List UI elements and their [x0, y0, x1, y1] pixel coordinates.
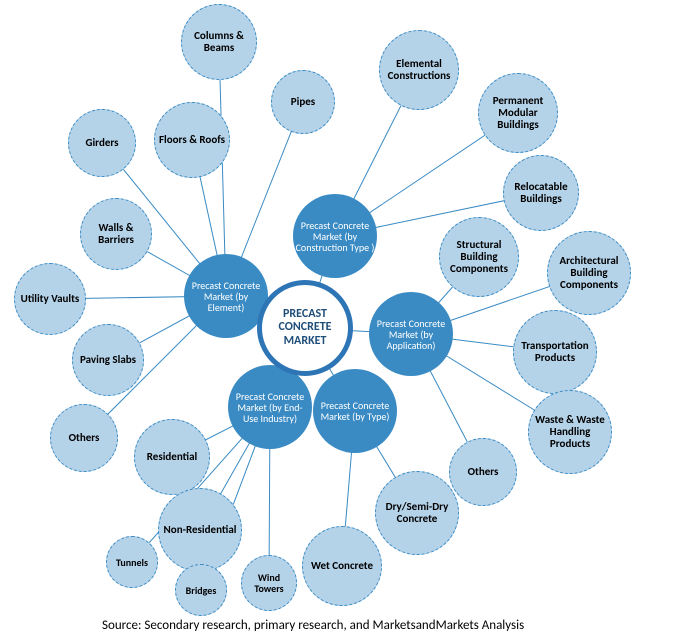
node-label: Precast Concrete Market (by Element) [184, 278, 268, 315]
node-l_walls: Walls & Barriers [80, 198, 152, 270]
node-label: Precast Concrete Market (by Construction… [293, 218, 377, 255]
node-h_enduse: Precast Concrete Market (by End-Use Indu… [228, 365, 312, 449]
node-label: Precast Concrete Market (by End-Use Indu… [228, 389, 312, 426]
node-label: Architectural Building Components [548, 253, 630, 293]
diagram-canvas: Source: Secondary research, primary rese… [0, 0, 681, 641]
node-h_element: Precast Concrete Market (by Element) [184, 254, 268, 338]
node-l_arch: Architectural Building Components [547, 231, 631, 315]
node-l_floors: Floors & Roofs [154, 102, 230, 178]
node-label: Permanent Modular Buildings [479, 93, 557, 133]
node-label: Wind Towers [242, 570, 296, 596]
node-label: Utility Vaults [19, 291, 82, 307]
node-l_wind: Wind Towers [241, 555, 297, 611]
node-label: Precast Concrete Market (by Type) [313, 398, 397, 424]
node-label: Pipes [289, 94, 317, 110]
node-l_others_a: Others [449, 438, 517, 506]
node-l_tunnels: Tunnels [106, 536, 158, 588]
node-l_girders: Girders [68, 109, 136, 177]
node-l_nonres: Non-Residential [158, 488, 242, 572]
node-label: Dry/Semi-Dry Concrete [376, 499, 458, 527]
node-l_transport: Transportation Products [513, 310, 597, 394]
node-label: Floors & Roofs [157, 132, 227, 148]
node-l_dry: Dry/Semi-Dry Concrete [375, 471, 459, 555]
node-l_waste: Waste & Waste Handling Products [528, 390, 612, 474]
node-l_elemental: Elemental Constructions [379, 30, 459, 110]
node-label: Others [466, 464, 501, 480]
node-label: Columns & Beams [182, 28, 256, 56]
node-l_bridges: Bridges [175, 564, 227, 616]
node-l_pipes: Pipes [271, 70, 335, 134]
node-l_struct: Structural Building Components [439, 217, 519, 297]
node-l_wet: Wet Concrete [302, 526, 382, 606]
node-label: Wet Concrete [309, 558, 375, 574]
node-label: Tunnels [114, 555, 150, 570]
node-label: Waste & Waste Handling Products [529, 412, 611, 452]
node-label: Transportation Products [514, 338, 596, 366]
node-h_construct: Precast Concrete Market (by Construction… [293, 194, 377, 278]
node-label: Elemental Constructions [380, 56, 458, 84]
node-l_columns: Columns & Beams [181, 4, 257, 80]
node-l_others_e: Others [50, 404, 118, 472]
node-label: Non-Residential [162, 522, 239, 538]
node-label: Paving Slabs [78, 352, 138, 368]
node-l_paving: Paving Slabs [72, 324, 144, 396]
source-caption: Source: Secondary research, primary rese… [102, 618, 524, 633]
node-center: PRECAST CONCRETE MARKET [257, 280, 353, 376]
node-l_res: Residential [134, 419, 210, 495]
node-label: PRECAST CONCRETE MARKET [262, 306, 348, 350]
node-h_app: Precast Concrete Market (by Application) [369, 292, 453, 376]
node-label: Structural Building Components [440, 237, 518, 277]
node-label: Walls & Barriers [81, 220, 151, 248]
node-label: Residential [145, 449, 199, 465]
node-label: Relocatable Buildings [504, 179, 578, 207]
node-l_permanent: Permanent Modular Buildings [478, 73, 558, 153]
node-l_utility: Utility Vaults [14, 263, 86, 335]
node-label: Precast Concrete Market (by Application) [369, 316, 453, 353]
node-l_reloc: Relocatable Buildings [503, 155, 579, 231]
node-label: Girders [83, 135, 120, 151]
node-label: Bridges [184, 583, 219, 598]
node-label: Others [67, 430, 102, 446]
node-h_type: Precast Concrete Market (by Type) [313, 369, 397, 453]
